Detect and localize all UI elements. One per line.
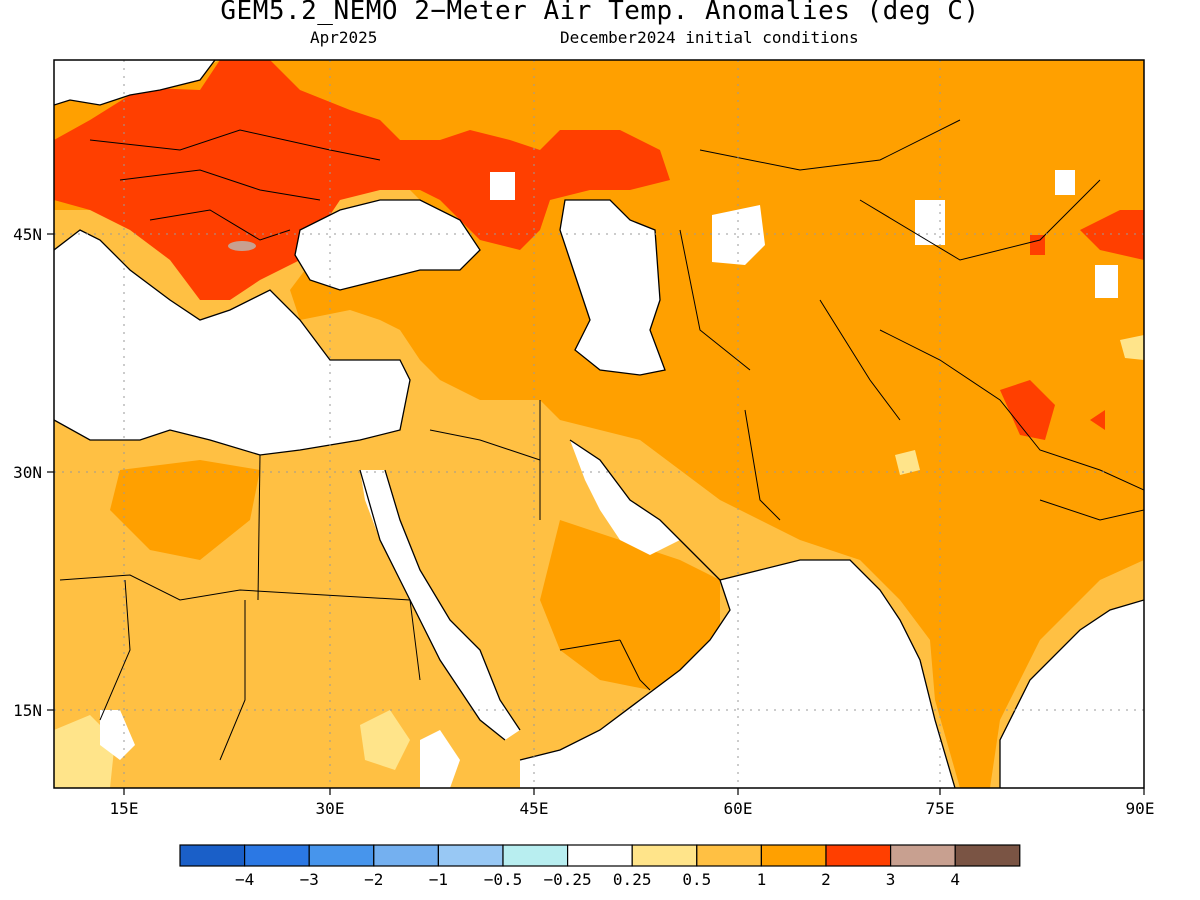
colorbar-label: 0.25 [613,870,652,889]
colorbar-swatch [954,844,1021,867]
colorbar-swatch [437,844,504,867]
colorbar-swatch [244,844,310,867]
colorbar-label: −4 [235,870,254,889]
colorbar-label: −0.5 [484,870,523,889]
anomaly-2-3-regions [54,60,1144,440]
anomaly-3-4-spot [228,241,256,251]
colorbar-swatch [308,844,375,867]
colorbar-label: 3 [886,870,896,889]
colorbar-label: −1 [429,870,448,889]
x-tick-label: 60E [724,799,753,818]
x-tick-label: 45E [520,799,549,818]
anomaly-0-25-0-5-patches [54,335,1144,788]
colorbar-label: 0.5 [682,870,711,889]
colorbar-swatch [696,844,762,867]
forecast-month: Apr2025 [310,28,378,47]
color-legend: −4 −3 −2 −1 −0.5 −0.25 0.25 0.5 1 2 3 4 [179,844,1021,889]
colorbar-label: −3 [300,870,319,889]
x-tick-label: 15E [110,799,139,818]
map-frame [53,59,1145,789]
x-tick-label: 90E [1126,799,1155,818]
coastlines [54,60,1144,788]
y-tick-label: 30N [13,463,42,482]
masked-seas [54,60,1144,788]
colorbar-label: −2 [364,870,383,889]
map-field [54,60,1144,788]
colorbar-swatch [566,844,633,867]
country-borders [59,119,1144,761]
x-tick-label: 30E [316,799,345,818]
colorbar-label: 2 [821,870,831,889]
colorbar-swatch [631,844,698,867]
axis-ticks [47,233,1145,795]
colorbar-swatch [760,844,827,867]
initial-conditions: December2024 initial conditions [560,28,859,47]
colorbar-swatch [502,844,569,867]
graticule [54,60,1144,788]
colorbar-swatch [373,844,439,867]
colorbar-label: 1 [757,870,767,889]
colorbar-swatch [179,844,246,867]
colorbar-swatch [889,844,956,867]
x-tick-label: 75E [926,799,955,818]
colorbar-label: 4 [950,870,960,889]
chart-title: GEM5.2_NEMO 2−Meter Air Temp. Anomalies … [220,0,980,26]
y-tick-label: 15N [13,701,42,720]
y-tick-label: 45N [13,225,42,244]
colorbar-swatch [825,844,892,867]
colorbar-label: −0.25 [544,870,592,889]
